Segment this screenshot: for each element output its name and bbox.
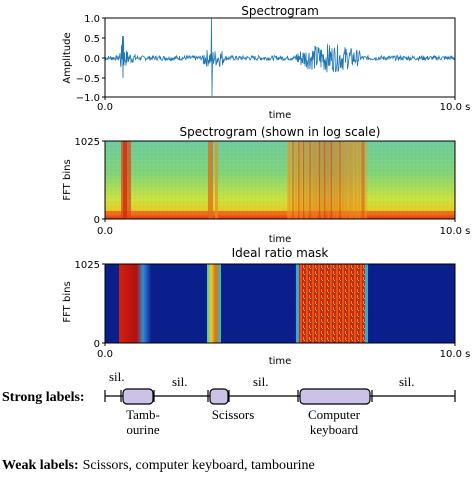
waveform-xlabel: time (269, 110, 292, 121)
mask-ytick: 1025 (75, 260, 100, 271)
event-label-tambourine: Tamb-ourine (126, 407, 160, 437)
spectrogram-xtick: 10.0 s (440, 226, 471, 237)
spectrogram-xtick: 0.0 (97, 226, 113, 237)
waveform-axes (104, 17, 456, 98)
strong-labels-timeline (104, 390, 456, 402)
weak-labels-text: Scissors, computer keyboard, tambourine (83, 458, 315, 473)
event-label-scissors: Scissors (212, 407, 255, 422)
waveform-ytick: 0.0 (84, 54, 100, 65)
silence-label: sil. (109, 369, 125, 384)
spectrogram-xlabel: time (269, 234, 292, 245)
spectrogram-axes (104, 140, 456, 220)
event-label-computer-keyboard: Computer keyboard (308, 407, 361, 437)
waveform-ytick: −0.5 (76, 74, 100, 85)
weak-labels: Weak labels: Scissors, computer keyboard,… (2, 458, 315, 473)
silence-label: sil. (399, 374, 415, 389)
waveform-ytick: −1.0 (76, 93, 100, 104)
mask-xlabel: time (269, 356, 292, 367)
spectrogram-title: Spectrogram (shown in log scale) (180, 125, 381, 139)
waveform-yticks: 1.0 0.5 0.0 −0.5 −1.0 (76, 14, 105, 104)
mask-ylabel: FFT bins (62, 281, 73, 322)
event-box-tambourine (122, 388, 154, 405)
mask-xtick: 10.0 s (440, 349, 471, 360)
waveform-ylabel: Amplitude (62, 32, 73, 83)
waveform-xtick: 0.0 (97, 102, 113, 113)
mask-title: Ideal ratio mask (232, 246, 329, 260)
waveform-signal (104, 17, 456, 97)
event-box-scissors (209, 388, 229, 405)
strong-labels-heading: Strong labels: (2, 390, 85, 405)
spectrogram-ytick: 0 (94, 215, 100, 226)
mask-image (105, 264, 455, 343)
waveform-ytick: 1.0 (84, 14, 100, 25)
spectrogram-ylabel: FFT bins (62, 159, 73, 200)
waveform-ytick: 0.5 (84, 34, 100, 45)
spectrogram-image (105, 141, 455, 219)
mask-xtick: 0.0 (97, 349, 113, 360)
waveform-title: Spectrogram (241, 4, 319, 18)
waveform-xtick: 10.0 s (440, 102, 471, 113)
mask-ytick: 0 (94, 339, 100, 350)
silence-label: sil. (253, 374, 269, 389)
mask-axes (104, 263, 456, 344)
event-box-computer-keyboard (299, 388, 371, 405)
silence-label: sil. (172, 374, 188, 389)
spectrogram-ytick: 1025 (75, 137, 100, 148)
weak-labels-heading: Weak labels: (2, 458, 79, 473)
